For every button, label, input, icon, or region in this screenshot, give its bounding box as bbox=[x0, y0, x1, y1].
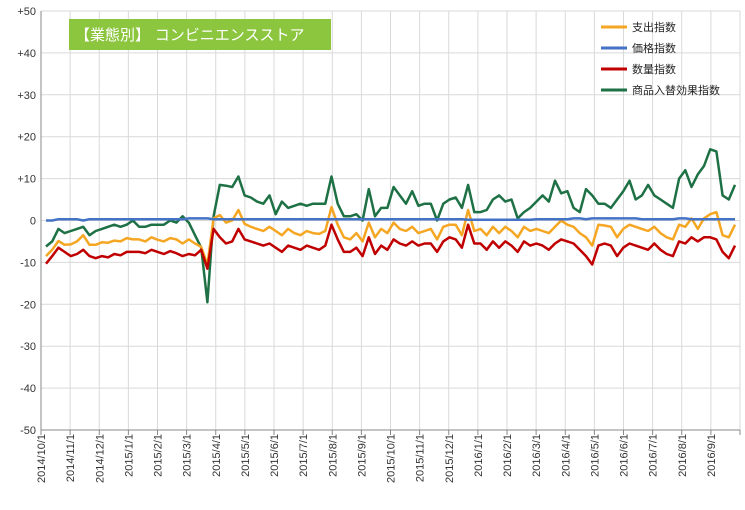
x-tick-label: 2015/11/1 bbox=[415, 434, 427, 482]
y-axis-tick-labels: +50 +40 +30 +20 +10 0 -10 -20 -30 -40 -50 bbox=[17, 6, 36, 437]
x-tick-label: 2014/12/1 bbox=[94, 434, 106, 483]
y-tick-label: -10 bbox=[20, 257, 36, 269]
y-tick-label: -50 bbox=[20, 425, 36, 437]
x-tick-label: 2015/7/1 bbox=[298, 434, 310, 477]
x-tick-label: 2014/11/1 bbox=[65, 434, 77, 482]
series-line-2 bbox=[45, 223, 737, 270]
y-tick-label: +20 bbox=[17, 132, 36, 144]
chart-title-background bbox=[69, 19, 331, 50]
x-tick-label: 2016/6/1 bbox=[619, 434, 631, 477]
series-line-0 bbox=[45, 205, 737, 266]
x-tick-label: 2016/8/1 bbox=[677, 434, 689, 477]
y-tick-label: +50 bbox=[17, 6, 36, 18]
legend-label-1: 価格指数 bbox=[632, 41, 676, 55]
chart-title: 【業態別】 コンビニエンスストア bbox=[69, 19, 331, 50]
x-tick-label: 2014/10/1 bbox=[36, 434, 48, 483]
x-tick-label: 2015/3/1 bbox=[182, 434, 194, 477]
series-line-1 bbox=[46, 217, 735, 222]
x-tick-label: 2016/2/1 bbox=[502, 434, 514, 477]
x-tick-label: 2015/8/1 bbox=[327, 434, 339, 477]
legend-label-2: 数量指数 bbox=[632, 62, 676, 76]
legend-label-3: 商品入替効果指数 bbox=[632, 83, 720, 97]
legend-label-0: 支出指数 bbox=[632, 20, 676, 34]
x-tick-label: 2016/9/1 bbox=[706, 434, 718, 477]
series-line-3 bbox=[45, 148, 737, 304]
x-tick-label: 2016/4/1 bbox=[560, 434, 572, 477]
x-tick-label: 2015/5/1 bbox=[240, 434, 252, 477]
x-tick-label: 2015/6/1 bbox=[269, 434, 281, 477]
x-tick-label: 2015/1/1 bbox=[123, 434, 135, 477]
x-tick-label: 2015/4/1 bbox=[211, 434, 223, 477]
x-tick-label: 2015/12/1 bbox=[444, 434, 456, 483]
y-tick-label: +10 bbox=[17, 174, 36, 186]
x-tick-label: 2015/2/1 bbox=[153, 434, 165, 477]
y-tick-label: -20 bbox=[20, 299, 36, 311]
chart-title-text: 【業態別】 コンビニエンスストア bbox=[75, 26, 304, 44]
y-tick-label: +30 bbox=[17, 90, 36, 102]
x-tick-label: 2016/3/1 bbox=[531, 434, 543, 477]
y-tick-label: +40 bbox=[17, 48, 36, 60]
x-axis-tick-labels: 2014/10/1 2014/11/1 2014/12/1 2015/1/1 2015/… bbox=[36, 434, 718, 483]
x-tick-label: 2015/10/1 bbox=[386, 434, 398, 483]
y-tick-label: -40 bbox=[20, 383, 36, 395]
axes bbox=[40, 11, 741, 435]
series-lines bbox=[45, 148, 737, 304]
x-tick-label: 2016/1/1 bbox=[473, 434, 485, 477]
y-tick-label: 0 bbox=[30, 216, 36, 228]
x-tick-label: 2016/7/1 bbox=[648, 434, 660, 477]
y-tick-label: -30 bbox=[20, 341, 36, 353]
x-tick-label: 2015/9/1 bbox=[356, 434, 368, 477]
x-tick-label: 2016/5/1 bbox=[589, 434, 601, 477]
